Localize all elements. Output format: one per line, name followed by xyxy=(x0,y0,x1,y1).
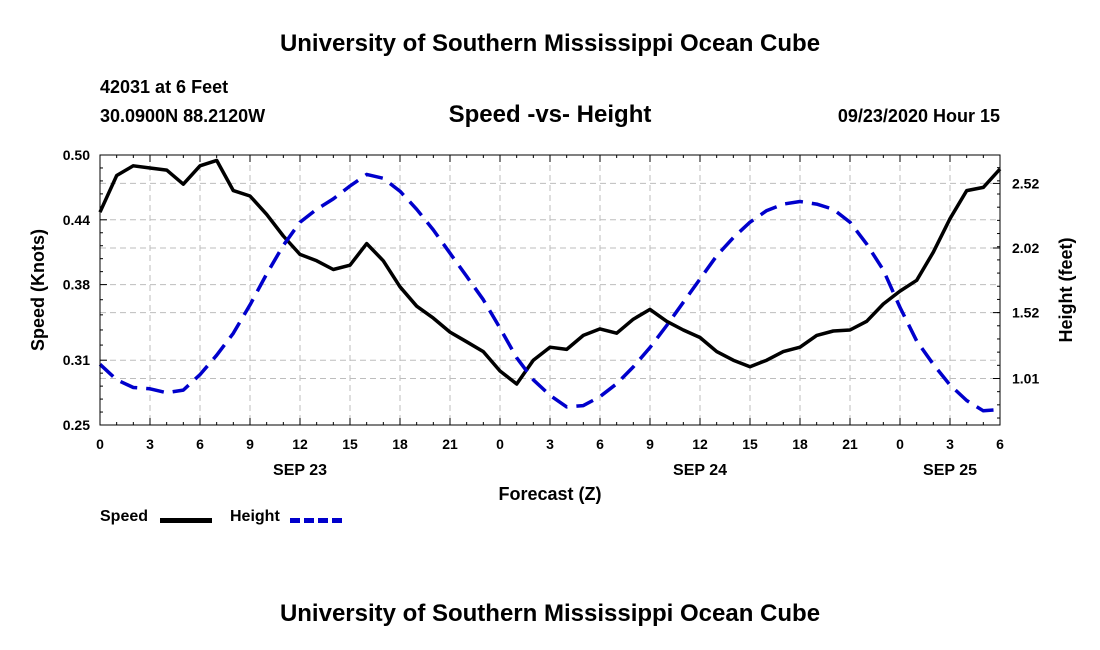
y2-axis-label: Height (feet) xyxy=(1056,238,1076,343)
series-height-line xyxy=(98,172,1001,413)
x-tick-label: 0 xyxy=(496,436,504,452)
legend-item-height: Height xyxy=(230,508,350,530)
x-tick-label: 6 xyxy=(196,436,204,452)
legend-swatch-height xyxy=(290,518,342,523)
footer-title: University of Southern Mississippi Ocean… xyxy=(279,600,821,627)
y-left-tick-label: 0.44 xyxy=(63,212,90,228)
y-left-tick-label: 0.38 xyxy=(63,277,90,293)
y-right-tick-label: 2.52 xyxy=(1012,175,1039,191)
forecast-timestamp: 09/23/2020 Hour 15 xyxy=(837,106,1000,126)
axis-ticks xyxy=(99,154,1001,426)
x-tick-label: 15 xyxy=(342,436,358,452)
y-right-tick-label: 1.01 xyxy=(1012,370,1039,386)
legend-label-height: Height xyxy=(230,508,280,525)
legend-swatch-speed xyxy=(160,518,212,523)
x-tick-label: 0 xyxy=(896,436,904,452)
date-label: SEP 25 xyxy=(923,462,977,479)
series-lines xyxy=(98,158,1002,413)
x-tick-label: 6 xyxy=(596,436,604,452)
x-tick-label: 3 xyxy=(546,436,554,452)
y-axis-label: Speed (Knots) xyxy=(28,229,48,351)
x-tick-label: 18 xyxy=(792,436,808,452)
x-tick-label: 3 xyxy=(146,436,154,452)
x-tick-label: 18 xyxy=(392,436,408,452)
x-tick-label: 12 xyxy=(692,436,708,452)
x-tick-label: 12 xyxy=(292,436,308,452)
x-axis-label: Forecast (Z) xyxy=(498,484,601,504)
x-tick-label: 9 xyxy=(646,436,654,452)
y-left-tick-label: 0.25 xyxy=(63,417,90,433)
date-label: SEP 24 xyxy=(673,462,727,479)
x-tick-label: 6 xyxy=(996,436,1004,452)
axis-labels: 0 3 6 9 12 15 18 21 0 3 6 9 12 15 18 21 0 3 6 SEP 23 SEP 24 S… xyxy=(28,147,1076,504)
page-title: University of Southern Mississippi Ocean… xyxy=(279,30,821,57)
legend-item-speed: Speed xyxy=(100,508,215,530)
legend-label-speed: Speed xyxy=(100,508,149,525)
series-speed-line xyxy=(98,158,1002,386)
date-label: SEP 23 xyxy=(273,462,327,479)
chart-title: Speed -vs- Height xyxy=(448,101,652,128)
y-left-tick-label: 0.50 xyxy=(63,147,90,163)
y-right-tick-label: 1.52 xyxy=(1012,305,1039,321)
y-right-tick-label: 2.02 xyxy=(1012,240,1039,256)
x-tick-label: 21 xyxy=(442,436,458,452)
station-label: 42031 at 6 Feet xyxy=(100,77,229,97)
x-tick-label: 3 xyxy=(946,436,954,452)
x-tick-label: 0 xyxy=(96,436,104,452)
x-tick-label: 9 xyxy=(246,436,254,452)
y-left-tick-label: 0.31 xyxy=(63,352,90,368)
x-tick-label: 15 xyxy=(742,436,758,452)
coordinates-label: 30.0900N 88.2120W xyxy=(100,106,266,126)
x-tick-label: 21 xyxy=(842,436,858,452)
grid-lines xyxy=(100,155,1000,425)
